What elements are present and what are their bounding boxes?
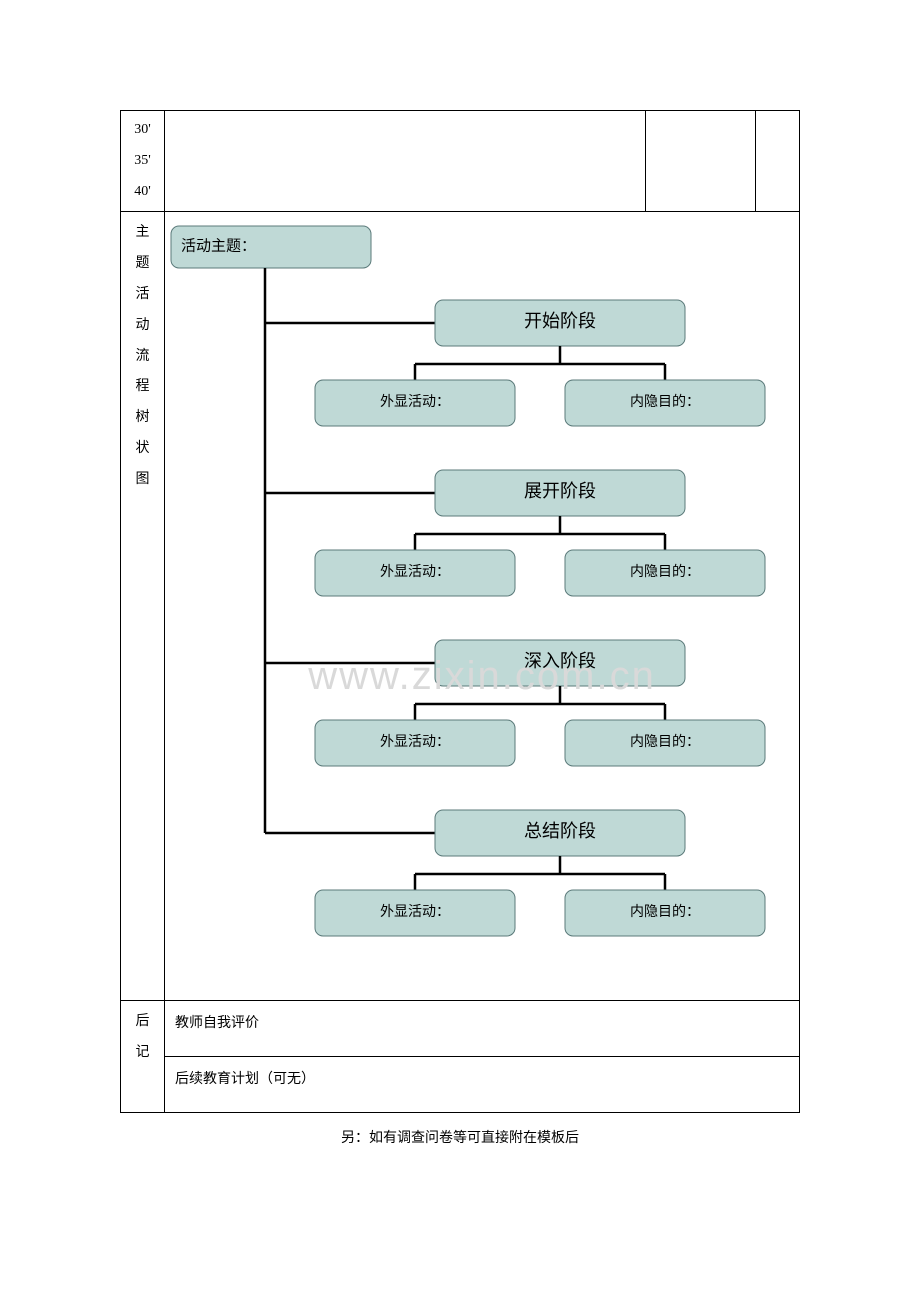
- post-text-2: 后续教育计划（可无）: [165, 1057, 800, 1113]
- svg-text:内隐目的：: 内隐目的：: [630, 735, 700, 751]
- post-label-cell: 后记: [121, 1001, 165, 1113]
- svg-text:深入阶段: 深入阶段: [524, 652, 596, 672]
- time-0: 30': [127, 115, 158, 146]
- svg-text:内隐目的：: 内隐目的：: [630, 395, 700, 411]
- post-row-1: 后记 教师自我评价: [121, 1001, 800, 1057]
- svg-text:外显活动：: 外显活动：: [380, 565, 450, 581]
- svg-text:外显活动：: 外显活动：: [380, 905, 450, 921]
- time-2: 40': [127, 177, 158, 208]
- footer-note: 另：如有调查问卷等可直接附在模板后: [120, 1127, 800, 1147]
- post-text-1: 教师自我评价: [165, 1001, 800, 1057]
- svg-text:活动主题：: 活动主题：: [181, 238, 256, 255]
- flow-diagram-cell: www.zixin.com.cn 活动主题：开始阶段外显活动：内隐目的：展开阶段…: [165, 212, 800, 1001]
- svg-text:开始阶段: 开始阶段: [524, 312, 596, 332]
- svg-text:外显活动：: 外显活动：: [380, 395, 450, 411]
- time-1: 35': [127, 146, 158, 177]
- flow-svg: 活动主题：开始阶段外显活动：内隐目的：展开阶段外显活动：内隐目的：深入阶段外显活…: [165, 220, 795, 980]
- flow-label-cell: 主题活动流程树状图: [121, 212, 165, 1001]
- time-blank-3: [756, 111, 800, 212]
- main-table: 30' 35' 40' 主题活动流程树状图 www.zixin.com.cn 活…: [120, 110, 800, 1113]
- time-row: 30' 35' 40': [121, 111, 800, 212]
- svg-text:总结阶段: 总结阶段: [524, 822, 596, 842]
- svg-text:内隐目的：: 内隐目的：: [630, 565, 700, 581]
- svg-text:内隐目的：: 内隐目的：: [630, 905, 700, 921]
- svg-text:外显活动：: 外显活动：: [380, 735, 450, 751]
- svg-text:展开阶段: 展开阶段: [524, 482, 596, 502]
- flow-row: 主题活动流程树状图 www.zixin.com.cn 活动主题：开始阶段外显活动…: [121, 212, 800, 1001]
- post-row-2: 后续教育计划（可无）: [121, 1057, 800, 1113]
- time-labels: 30' 35' 40': [121, 111, 165, 212]
- time-blank-2: [646, 111, 756, 212]
- time-blank-1: [165, 111, 646, 212]
